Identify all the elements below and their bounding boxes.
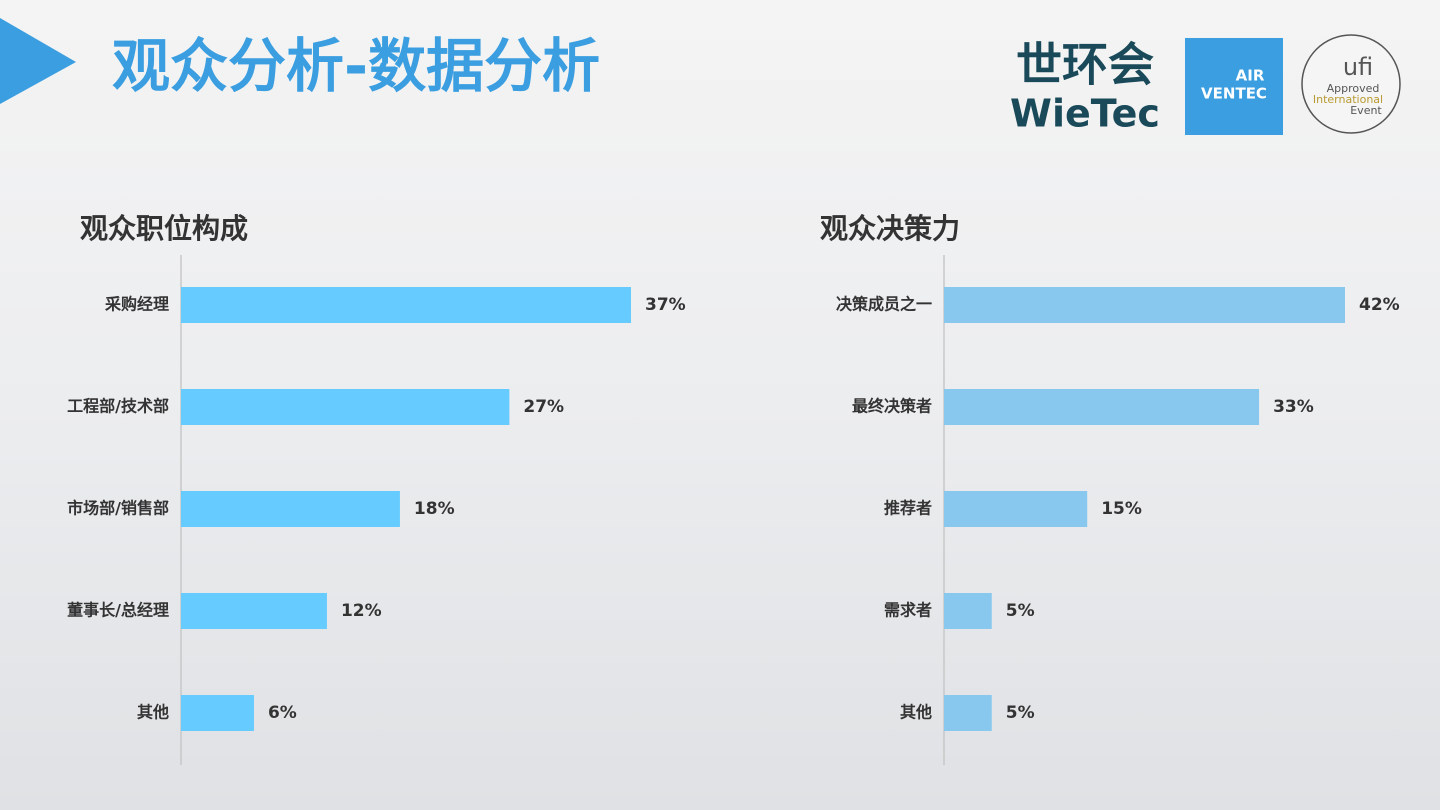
logo-text: Event bbox=[1350, 104, 1382, 117]
chart-title: 观众职位构成 bbox=[80, 212, 248, 245]
value-label: 27% bbox=[523, 397, 564, 417]
logo-text: International bbox=[1313, 93, 1383, 106]
category-label: 决策成员之一 bbox=[836, 295, 932, 314]
value-label: 15% bbox=[1101, 499, 1142, 519]
category-label: 推荐者 bbox=[884, 499, 932, 518]
value-label: 12% bbox=[341, 601, 382, 621]
logo-text: AIR bbox=[1236, 67, 1265, 85]
category-label: 最终决策者 bbox=[852, 397, 932, 416]
category-label: 需求者 bbox=[884, 601, 932, 620]
logo-text: WieTec bbox=[1010, 92, 1160, 136]
value-label: 5% bbox=[1006, 703, 1035, 723]
value-label: 37% bbox=[645, 295, 686, 315]
bar bbox=[181, 389, 510, 425]
logo-text: 世环会 bbox=[1016, 38, 1154, 92]
value-label: 42% bbox=[1359, 295, 1400, 315]
bar bbox=[181, 491, 400, 527]
value-label: 5% bbox=[1006, 601, 1035, 621]
bar bbox=[181, 695, 254, 731]
chart-title: 观众决策力 bbox=[820, 212, 960, 245]
category-label: 采购经理 bbox=[104, 295, 169, 314]
logo-box bbox=[1185, 38, 1283, 135]
bar bbox=[944, 695, 992, 731]
category-label: 其他 bbox=[137, 703, 169, 722]
category-label: 其他 bbox=[900, 703, 932, 722]
slide-title: 观众分析-数据分析 bbox=[112, 32, 600, 100]
header-arrow bbox=[0, 18, 76, 104]
logo-circle bbox=[1301, 34, 1401, 134]
bar bbox=[181, 593, 327, 629]
bar bbox=[944, 389, 1260, 425]
value-label: 33% bbox=[1273, 397, 1314, 417]
bar bbox=[944, 593, 992, 629]
logo-text: ufi bbox=[1343, 53, 1373, 81]
logo-text: Approved bbox=[1327, 82, 1380, 95]
category-label: 工程部/技术部 bbox=[67, 397, 169, 416]
value-label: 18% bbox=[414, 499, 455, 519]
category-label: 市场部/销售部 bbox=[67, 499, 169, 518]
bar bbox=[944, 491, 1088, 527]
logo-text: VENTEC bbox=[1201, 85, 1267, 103]
category-label: 董事长/总经理 bbox=[67, 601, 169, 620]
bar bbox=[181, 287, 631, 323]
value-label: 6% bbox=[268, 703, 297, 723]
bar bbox=[944, 287, 1345, 323]
